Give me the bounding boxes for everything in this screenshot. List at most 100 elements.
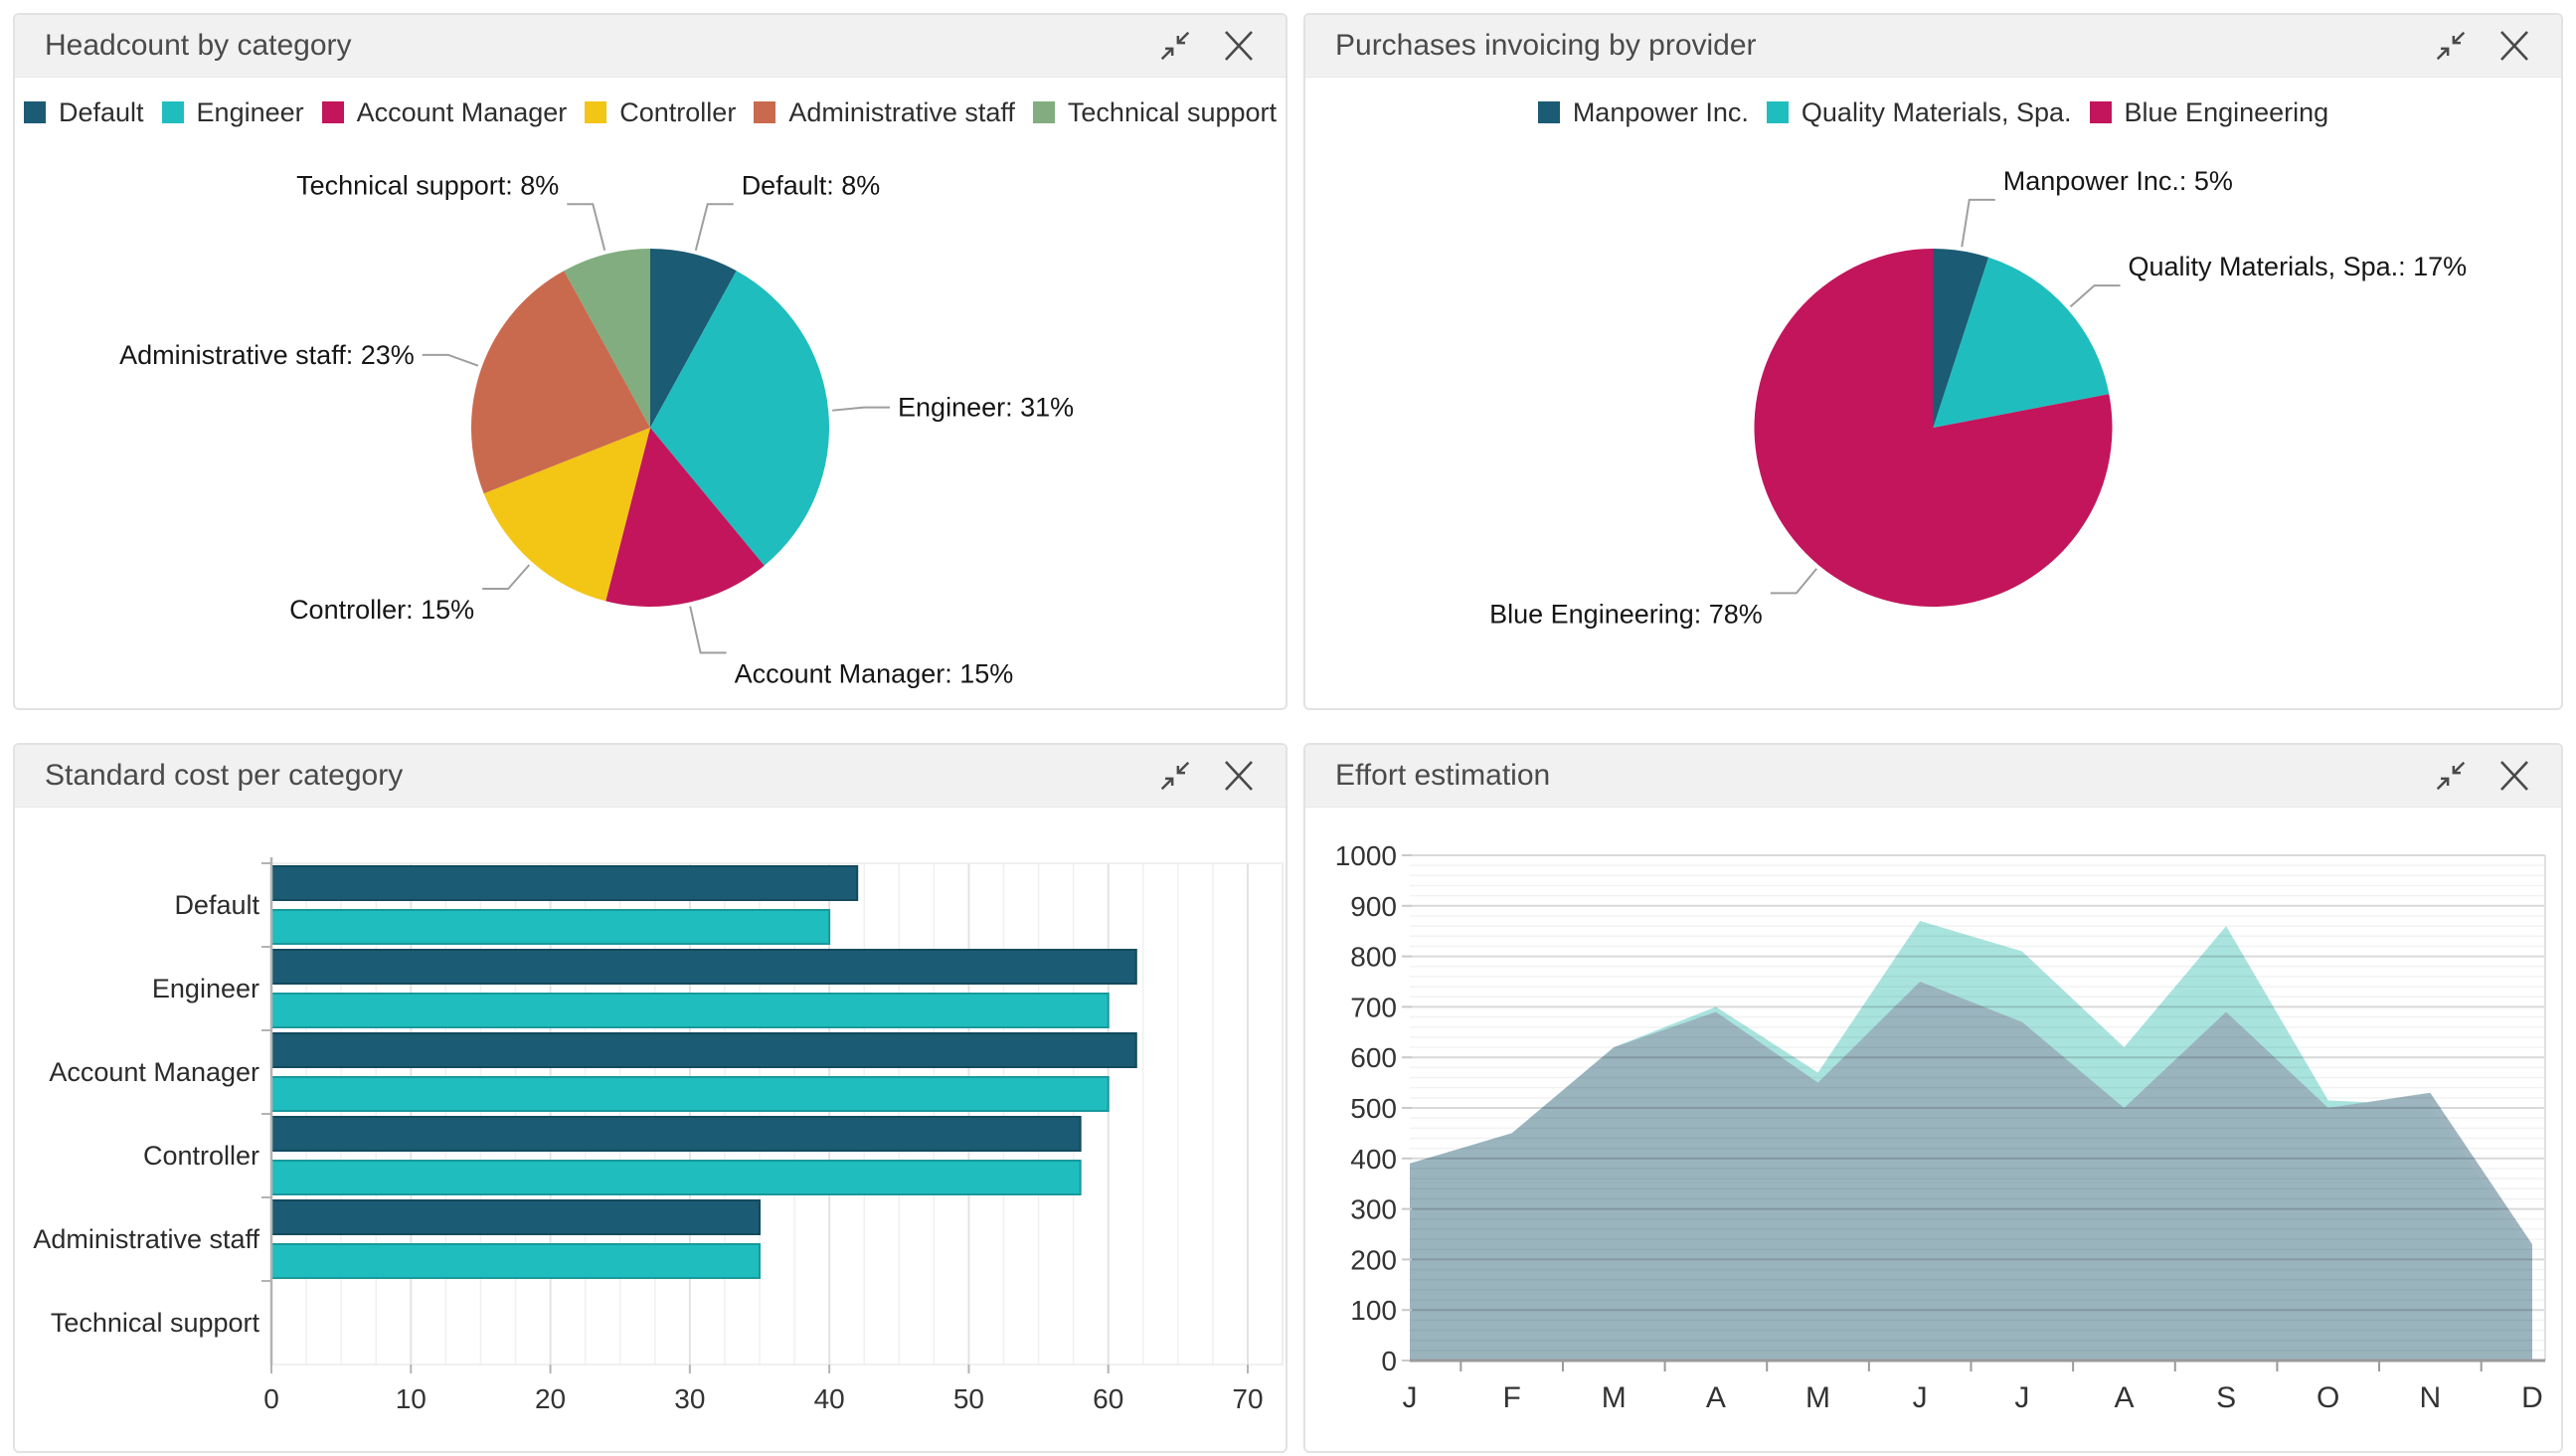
legend-swatch [754, 101, 776, 123]
chart-legend: Default Engineer Account Manager Controller… [15, 78, 1286, 147]
bar-administrative-staff-series-2 [270, 1243, 761, 1279]
collapse-icon[interactable] [2430, 25, 2472, 67]
x-tick-label-month-6: J [2014, 1381, 2029, 1414]
y-tick-label-300: 300 [1350, 1194, 1397, 1225]
pie-slice-administrative-staff [471, 271, 650, 494]
y-tick-label-900: 900 [1350, 891, 1397, 922]
pie-chart-purchases: Manpower Inc. Quality Materials, Spa. Blue… [1305, 78, 2561, 708]
y-tick-label-1000: 1000 [1335, 840, 1397, 871]
panel-header: Effort estimation [1305, 745, 2561, 808]
legend-label: Quality Materials, Spa. [1801, 96, 2072, 127]
pie-callout-line [1961, 198, 1995, 248]
pie-callout-engineer: Engineer: 31% [898, 393, 1074, 423]
y-tick-label-0: 0 [1381, 1346, 1397, 1376]
pie-callout-account-manager: Account Manager: 15% [735, 658, 1014, 688]
pie-callout-line [422, 353, 479, 367]
pie-callout-line [1770, 568, 1817, 595]
bar-category-label-default: Default [174, 890, 259, 920]
legend-label: Administrative staff [788, 96, 1015, 127]
close-icon[interactable] [2493, 25, 2535, 67]
x-tick-label-month-10: N [2420, 1381, 2442, 1414]
pie-slice-engineer [650, 271, 829, 566]
header-icons [1154, 25, 1260, 67]
legend-item-technical-support[interactable]: Technical support [1032, 97, 1277, 128]
legend-item-default[interactable]: Default [23, 96, 144, 128]
bar-default-series-2 [270, 909, 831, 945]
y-tick-label-400: 400 [1350, 1144, 1397, 1175]
bar-controller-series-1 [270, 1116, 1082, 1152]
bar-default-series-1 [270, 865, 859, 901]
bar-administrative-staff-series-1 [270, 1199, 761, 1235]
bar-account-manager-series-1 [270, 1032, 1137, 1068]
y-tick-label-700: 700 [1350, 992, 1397, 1022]
panel-effort: Effort estimation 0 100 200 300 400 500 600 700… [1303, 743, 2563, 1453]
header-icons [1154, 755, 1260, 797]
x-tick-label-month-1: F [1502, 1381, 1520, 1414]
legend-swatch [585, 101, 607, 123]
legend-item-engineer[interactable]: Engineer [161, 96, 304, 128]
x-tick-label-month-8: S [2216, 1381, 2236, 1414]
x-tick-label-month-2: M [1602, 1381, 1627, 1414]
panel-header: Standard cost per category [15, 745, 1286, 808]
header-icons [2430, 755, 2535, 797]
pie-callout-controller: Controller: 15% [289, 595, 474, 625]
x-tick-label-month-4: M [1805, 1381, 1830, 1414]
close-icon[interactable] [2493, 755, 2535, 797]
bar-engineer-series-2 [270, 993, 1110, 1028]
x-tick-label-month-11: D [2521, 1381, 2543, 1414]
pie-slice-quality-materials-spa [1933, 257, 2110, 428]
legend-item-manpower-inc[interactable]: Manpower Inc. [1537, 97, 1749, 128]
area-chart-effort: 0 100 200 300 400 500 600 700 800 900 1000 J F M A M J J A… [1305, 808, 2561, 1451]
pie-callout-line [482, 564, 531, 591]
bar-controller-series-2 [270, 1160, 1082, 1195]
pie-callout-line [689, 606, 727, 654]
panel-purchases: Purchases invoicing by provider Manpower… [1303, 13, 2563, 710]
pie-slice-technical-support [564, 249, 650, 428]
pie-callout-quality-materials-spa: Quality Materials, Spa.: 17% [2129, 252, 2468, 281]
x-tick-label-40: 40 [814, 1383, 845, 1414]
y-tick-label-800: 800 [1350, 942, 1397, 973]
area-svg: 0 100 200 300 400 500 600 700 800 900 1000 J F M A M J J A… [1335, 840, 2546, 1414]
x-tick-label-50: 50 [953, 1383, 984, 1414]
pie-callout-manpower-inc: Manpower Inc.: 5% [2003, 166, 2233, 196]
legend-item-account-manager[interactable]: Account Manager [321, 96, 568, 128]
y-tick-label-100: 100 [1350, 1295, 1397, 1326]
legend-item-quality-materials-spa[interactable]: Quality Materials, Spa. [1766, 96, 2072, 128]
y-tick-label-200: 200 [1350, 1244, 1397, 1275]
legend-item-controller[interactable]: Controller [585, 97, 736, 128]
legend-swatch [161, 101, 184, 123]
x-tick-label-month-0: J [1403, 1381, 1418, 1414]
pie-chart-headcount: Default Engineer Account Manager Controller… [15, 78, 1286, 708]
pie-slice-blue-engineering [1754, 249, 2113, 607]
legend-label: Engineer [196, 96, 304, 127]
x-tick-label-month-5: J [1913, 1381, 1928, 1414]
pie-callout-line [694, 203, 734, 252]
legend-item-blue-engineering[interactable]: Blue Engineering [2089, 97, 2328, 128]
legend-label: Default [58, 96, 144, 127]
pie-callout-technical-support: Technical support: 8% [296, 170, 559, 200]
bar-category-label-technical-support: Technical support [51, 1308, 260, 1338]
bar-engineer-series-1 [270, 949, 1137, 985]
panel-title: Purchases invoicing by provider [1335, 29, 1757, 62]
panel-title: Headcount by category [45, 29, 352, 62]
legend-swatch [1537, 101, 1560, 123]
panel-title: Standard cost per category [45, 759, 404, 792]
pie-callout-line [2069, 284, 2121, 308]
bar-account-manager-series-2 [270, 1076, 1110, 1112]
legend-label: Account Manager [356, 96, 568, 127]
collapse-icon[interactable] [1154, 755, 1196, 797]
legend-item-administrative-staff[interactable]: Administrative staff [754, 97, 1015, 128]
x-tick-label-0: 0 [263, 1383, 279, 1414]
legend-swatch [1032, 101, 1055, 123]
close-icon[interactable] [1218, 25, 1260, 67]
collapse-icon[interactable] [1154, 25, 1196, 67]
y-tick-label-600: 600 [1350, 1042, 1397, 1073]
close-icon[interactable] [1218, 755, 1260, 797]
collapse-icon[interactable] [2430, 755, 2472, 797]
pie-callout-default: Default: 8% [742, 170, 881, 200]
legend-label: Controller [619, 96, 737, 127]
pie-callout-line [567, 203, 606, 252]
pie-callout-blue-engineering: Blue Engineering: 78% [1489, 599, 1763, 629]
bar-chart-standard-cost: Default Engineer Account Manager Controller… [15, 808, 1286, 1451]
